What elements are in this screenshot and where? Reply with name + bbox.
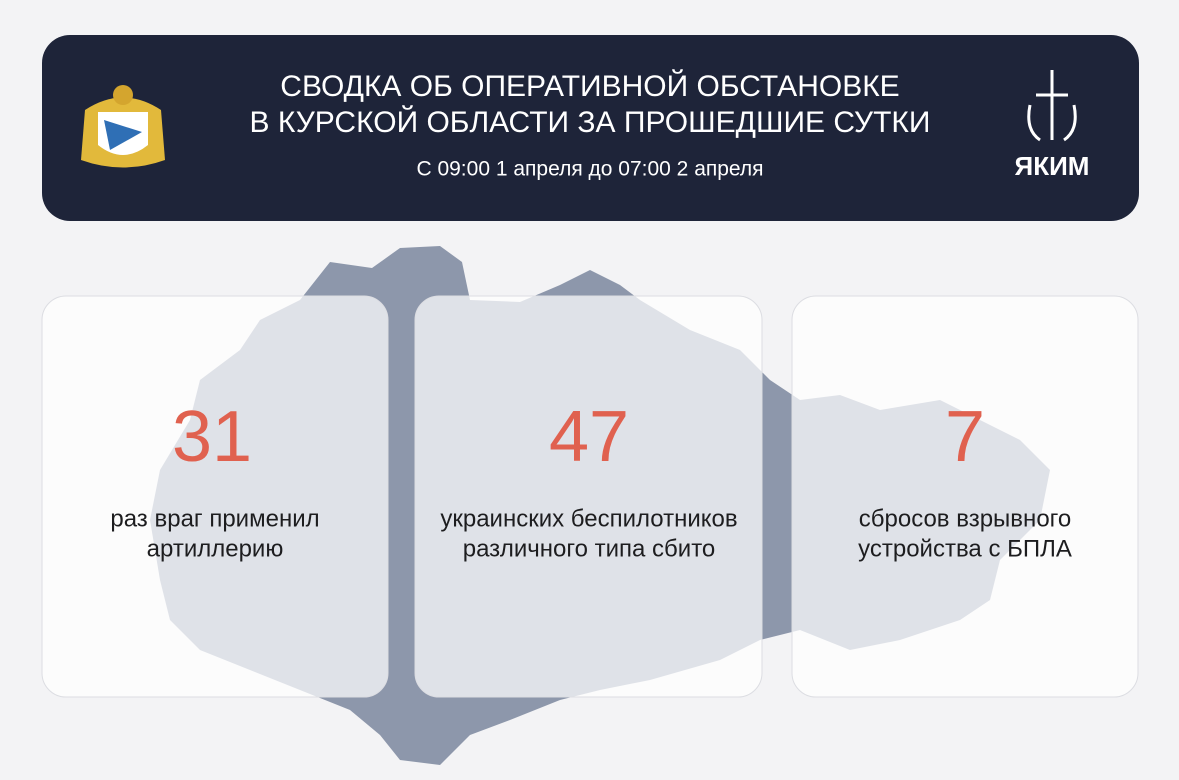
card-number: 7 <box>945 397 985 477</box>
coat-of-arms <box>81 85 165 168</box>
card-text: украинских беспилотников <box>440 505 737 532</box>
card-number: 47 <box>549 397 629 477</box>
card <box>414 295 763 698</box>
card-text: раз враг применил <box>110 505 319 532</box>
card <box>791 295 1139 698</box>
card-text: устройства с БПЛА <box>858 535 1072 562</box>
logo-text: ЯКИМ <box>1015 151 1090 181</box>
card-number: 31 <box>172 397 252 477</box>
header-title: В КУРСКОЙ ОБЛАСТИ ЗА ПРОШЕДШИЕ СУТКИ <box>250 105 931 139</box>
card-text: различного типа сбито <box>463 535 716 562</box>
card-text: артиллерию <box>147 535 284 562</box>
header-title: СВОДКА ОБ ОПЕРАТИВНОЙ ОБСТАНОВКЕ <box>280 69 899 103</box>
header-panel <box>42 35 1139 221</box>
card-text: сбросов взрывного <box>859 505 1071 532</box>
header-subtitle: С 09:00 1 апреля до 07:00 2 апреля <box>416 158 763 181</box>
yakim-logo-icon <box>1027 70 1077 142</box>
card <box>41 295 389 698</box>
